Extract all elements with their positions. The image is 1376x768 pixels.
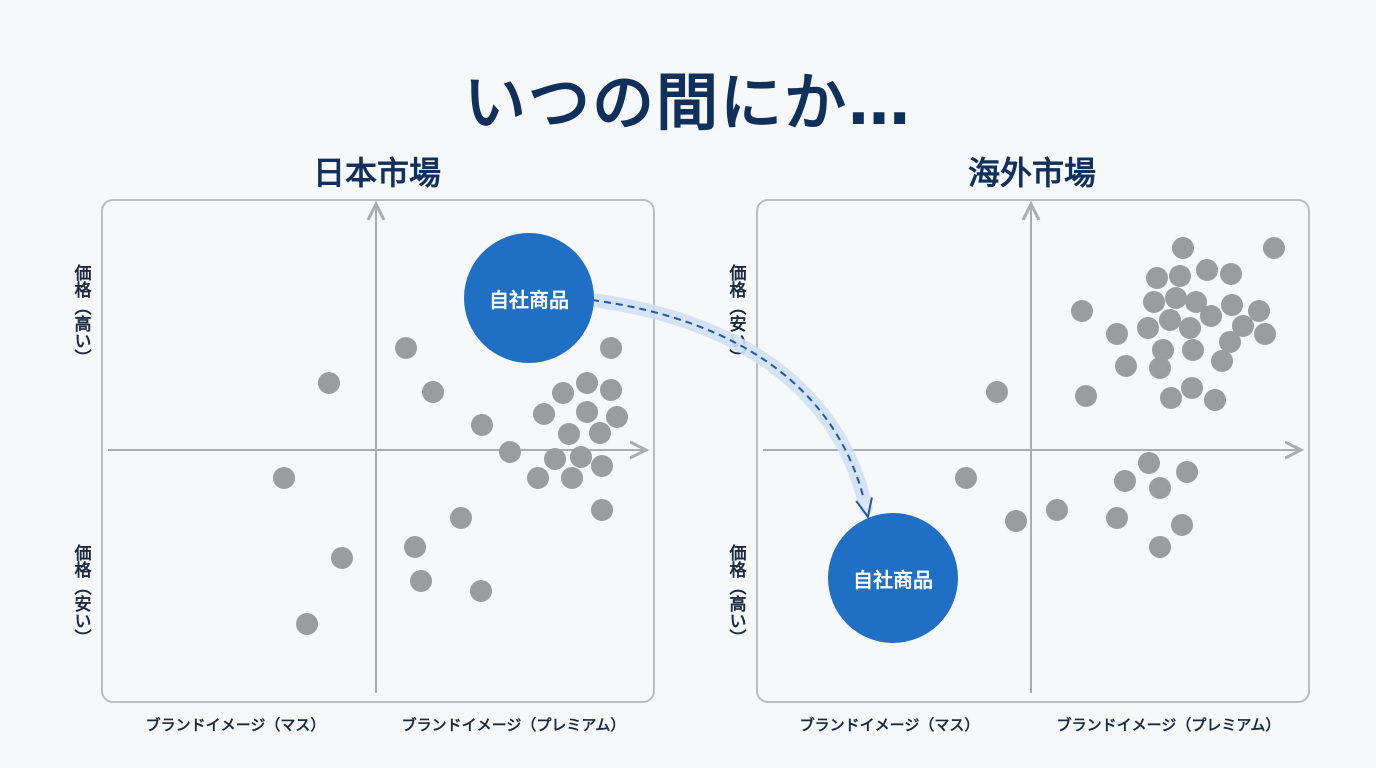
- japan-competitor-dot: [591, 499, 613, 521]
- japan-competitor-dot: [450, 507, 472, 529]
- japan-competitor-dot: [576, 401, 598, 423]
- overseas-competitor-dot: [1159, 309, 1181, 331]
- overseas-competitor-dot: [1169, 265, 1191, 287]
- japan-competitor-dot: [591, 455, 613, 477]
- overseas-competitor-dot: [1220, 263, 1242, 285]
- overseas-competitor-dot: [1211, 350, 1233, 372]
- overseas-competitor-dot: [1219, 331, 1241, 353]
- overseas-competitor-dot: [1106, 507, 1128, 529]
- overseas-competitor-dot: [1149, 477, 1171, 499]
- overseas-competitor-dot: [1115, 355, 1137, 377]
- japan-competitor-dot: [527, 467, 549, 489]
- overseas-competitor-dot: [1152, 339, 1174, 361]
- overseas-competitor-dot: [1221, 294, 1243, 316]
- japan-competitor-dot: [470, 580, 492, 602]
- overseas-competitor-dot: [1171, 514, 1193, 536]
- overseas-competitor-dot: [1165, 287, 1187, 309]
- overseas-competitor-dot: [1138, 452, 1160, 474]
- movement-arrow-glow: [585, 293, 873, 515]
- overseas-x-left-label: ブランドイメージ（マス）: [799, 716, 980, 734]
- japan-y-bottom-label: 価格（安い）: [70, 544, 91, 646]
- overseas-competitor-dot: [1181, 377, 1203, 399]
- page-title: いつの間にか…: [463, 66, 912, 139]
- overseas-competitor-dot: [1263, 237, 1285, 259]
- overseas-competitor-dot: [1204, 389, 1226, 411]
- overseas-competitor-dot: [1146, 267, 1168, 289]
- japan-competitor-dot: [422, 381, 444, 403]
- japan-competitor-dot: [589, 422, 611, 444]
- japan-competitor-dot: [558, 423, 580, 445]
- own-product-bubble-japan: [464, 233, 594, 363]
- movement-arrow: [591, 299, 866, 508]
- japan-competitor-dot: [552, 382, 574, 404]
- japan-competitor-dot: [499, 441, 521, 463]
- overseas-competitor-dot: [1185, 291, 1207, 313]
- overseas-competitor-dot: [1149, 357, 1171, 379]
- overseas-competitor-dot: [1046, 499, 1068, 521]
- japan-x-right-label: ブランドイメージ（プレミアム）: [401, 716, 626, 734]
- overseas-y-bottom-label: 価格（高い）: [725, 544, 746, 646]
- overseas-competitor-dot: [986, 381, 1008, 403]
- japan-competitor-dot: [410, 570, 432, 592]
- overseas-competitor-dot: [1160, 387, 1182, 409]
- japan-competitor-dot: [544, 448, 566, 470]
- overseas-competitor-dot: [955, 467, 977, 489]
- overseas-competitor-dot: [1176, 461, 1198, 483]
- overseas-competitor-dot: [1200, 305, 1222, 327]
- japan-competitor-dot: [600, 337, 622, 359]
- japan-competitor-dot: [576, 372, 598, 394]
- overseas-competitor-dot: [1106, 323, 1128, 345]
- overseas-competitor-dot: [1114, 470, 1136, 492]
- japan-competitor-dot: [471, 414, 493, 436]
- overseas-competitor-dot: [1179, 317, 1201, 339]
- overseas-competitor-dot: [1143, 291, 1165, 313]
- japan-y-top-label: 価格（高い）: [70, 264, 91, 366]
- overseas-competitor-dot: [1172, 237, 1194, 259]
- overseas-competitor-dot: [1005, 510, 1027, 532]
- overseas-competitor-dot: [1075, 385, 1097, 407]
- japan-competitor-dot: [296, 613, 318, 635]
- japan-competitor-dot: [318, 372, 340, 394]
- overseas-competitor-dot: [1196, 259, 1218, 281]
- japan-competitor-dot: [600, 379, 622, 401]
- japan-competitor-dot: [533, 403, 555, 425]
- japan-competitor-dot: [331, 547, 353, 569]
- own-product-bubble-overseas: [828, 513, 958, 643]
- japan-competitor-dot: [606, 406, 628, 428]
- japan-market-title: 日本市場: [312, 154, 441, 192]
- japan-competitor-dot: [273, 467, 295, 489]
- japan-x-left-label: ブランドイメージ（マス）: [145, 716, 326, 734]
- overseas-competitor-dot: [1232, 315, 1254, 337]
- overseas-competitor-dot: [1182, 339, 1204, 361]
- japan-competitor-dot: [404, 536, 426, 558]
- overseas-competitor-dot: [1137, 317, 1159, 339]
- japan-competitor-dot: [570, 446, 592, 468]
- japan-competitor-dot: [561, 467, 583, 489]
- overseas-market-title: 海外市場: [967, 154, 1096, 192]
- overseas-competitor-dot: [1071, 300, 1093, 322]
- overseas-competitor-dot: [1149, 536, 1171, 558]
- overseas-x-right-label: ブランドイメージ（プレミアム）: [1056, 716, 1281, 734]
- japan-competitor-dot: [395, 337, 417, 359]
- overseas-competitor-dot: [1254, 323, 1276, 345]
- overseas-competitor-dot: [1248, 300, 1270, 322]
